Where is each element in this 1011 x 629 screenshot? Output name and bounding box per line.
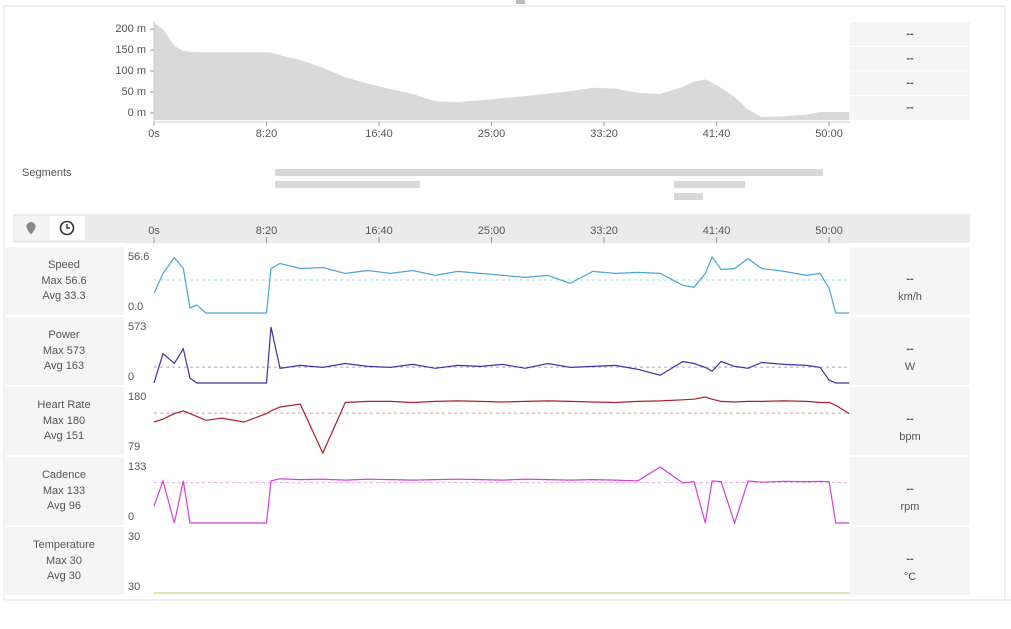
metric-value-cell [850,387,970,455]
header-tick-label: 16:40 [365,225,393,237]
header-tick-label: 25:00 [478,225,506,237]
metric-unit: rpm [901,501,920,513]
header-tick-label: 41:40 [703,225,731,237]
header-tick-label: 33:20 [590,225,618,237]
metric-tick-label: 30 [128,531,140,543]
metric-label-cell [4,457,124,525]
segment-bar [275,169,823,176]
metric-line [153,326,850,384]
y-tick-label: 150 m [115,44,146,56]
metric-avg: Avg 30 [47,570,81,582]
metric-name: Cadence [42,469,86,481]
metric-max: Max 30 [46,555,82,567]
metric-name: Speed [48,259,80,271]
segment-bar [674,181,746,188]
segment-bar [674,193,704,200]
metric-current: -- [906,413,914,425]
x-tick-label: 16:40 [365,128,393,140]
x-tick-label: 25:00 [478,128,506,140]
metric-avg: Avg 33.3 [42,290,85,302]
summary-value: -- [906,52,914,64]
x-tick-label: 41:40 [703,128,731,140]
metric-max: Max 180 [43,415,85,427]
metric-line [153,466,850,525]
y-tick-label: 200 m [115,23,146,35]
header-tick-label: 50:00 [815,225,843,237]
metric-unit: °C [904,571,916,583]
segments-label: Segments [22,167,72,179]
metric-tick-label: 180 [128,391,146,403]
summary-value: -- [906,101,914,113]
metric-value-cell [850,247,970,315]
metric-line [153,255,850,314]
drag-handle[interactable] [516,0,525,4]
metric-unit: bpm [899,431,920,443]
y-tick-label: 0 m [128,107,146,119]
metric-current: -- [906,553,914,565]
metric-avg: Avg 163 [44,360,84,372]
elevation-area [154,22,850,120]
metric-max: Max 56.6 [41,275,86,287]
y-tick-label: 50 m [122,86,146,98]
metric-avg: Avg 96 [47,500,81,512]
map-button[interactable] [14,216,48,240]
metric-line [153,396,850,455]
metric-value-cell [850,457,970,525]
header-tick-label: 0s [148,225,160,237]
metric-name: Temperature [33,539,95,551]
metric-label-cell [4,247,124,315]
metric-tick-label: 30 [128,581,140,593]
metric-value-cell [850,317,970,385]
metric-current: -- [906,273,914,285]
metric-tick-label: 133 [128,461,146,473]
metric-label-cell [4,317,124,385]
metric-name: Heart Rate [37,399,90,411]
metric-unit: W [905,361,916,373]
summary-value: -- [906,77,914,89]
metric-unit: km/h [898,291,922,303]
metric-current: -- [906,343,914,355]
metric-tick-label: 56.6 [128,251,149,263]
metric-name: Power [48,329,80,341]
metric-label-cell [4,387,124,455]
x-tick-label: 33:20 [590,128,618,140]
metric-avg: Avg 151 [44,430,84,442]
metric-label-cell [4,527,124,595]
x-tick-label: 50:00 [815,128,843,140]
metric-tick-label: 0.0 [128,301,143,313]
summary-value: -- [906,28,914,40]
content: 0 m 50 m 100 m 150 m 200 m 0s 0s 8:20 8:20 16:40 1… [4,22,970,595]
metric-tick-label: 573 [128,321,146,333]
y-tick-label: 100 m [115,65,146,77]
metric-tick-label: 0 [128,511,134,523]
metric-tick-label: 0 [128,371,134,383]
metric-max: Max 573 [43,345,85,357]
metric-current: -- [906,483,914,495]
metric-value-cell [850,527,970,595]
x-tick-label: 0s [148,128,160,140]
segment-bar [275,181,420,188]
time-button[interactable] [49,216,85,240]
metric-max: Max 133 [43,485,85,497]
header-tick-label: 8:20 [256,225,277,237]
metric-tick-label: 79 [128,441,140,453]
x-tick-label: 8:20 [256,128,277,140]
